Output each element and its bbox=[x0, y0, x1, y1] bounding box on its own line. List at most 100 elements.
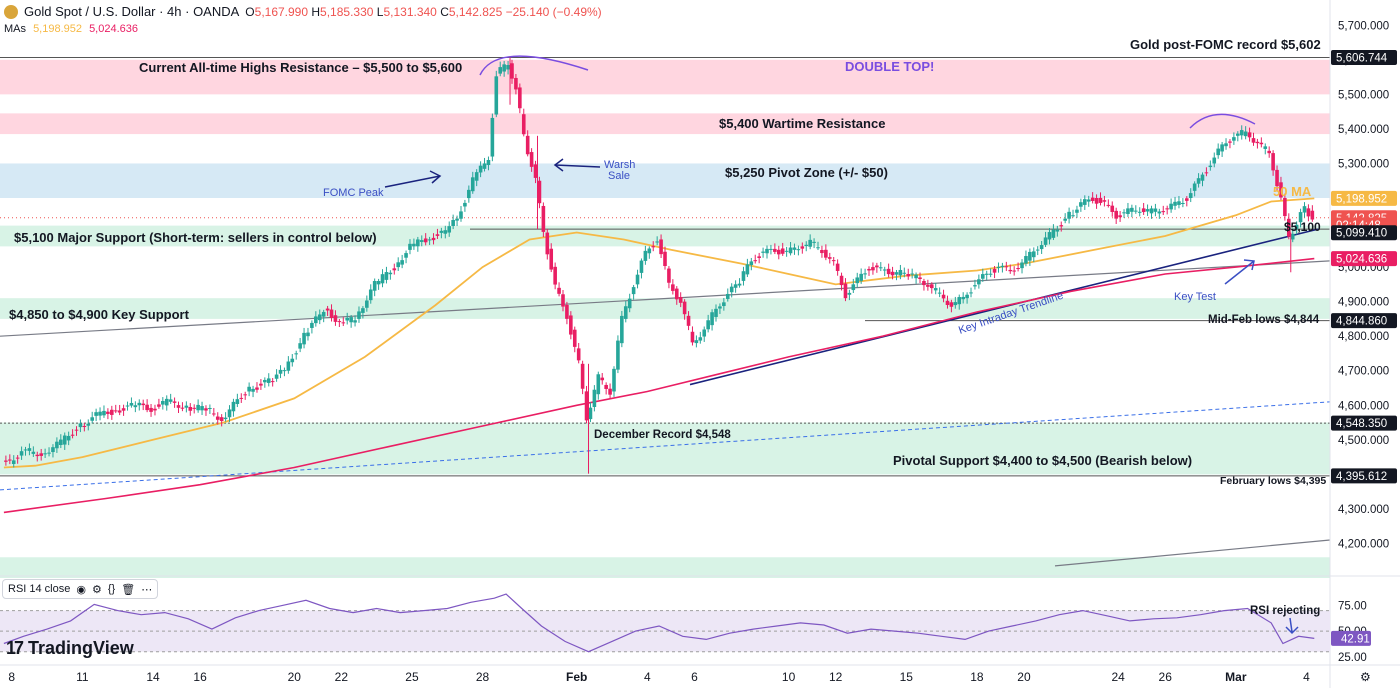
candle-body bbox=[1145, 209, 1150, 212]
candle-body bbox=[835, 263, 840, 271]
candle-body bbox=[627, 298, 632, 309]
candle-body bbox=[608, 388, 612, 395]
candle-body bbox=[98, 411, 102, 416]
candle-body bbox=[1055, 229, 1060, 232]
candles-group bbox=[4, 57, 1315, 474]
candle-body bbox=[1137, 211, 1142, 213]
tradingview-logo[interactable]: 17 TradingView bbox=[6, 638, 134, 659]
candle-body bbox=[1216, 148, 1220, 156]
candle-body bbox=[467, 189, 471, 199]
candle-body bbox=[1204, 172, 1209, 174]
candle-body bbox=[1212, 157, 1217, 164]
ma200-line bbox=[3, 257, 1315, 514]
candle-body bbox=[1192, 183, 1197, 191]
record-level-label: Gold post-FOMC record $5,602 bbox=[1130, 37, 1321, 52]
candle-body bbox=[117, 410, 122, 413]
date-tick-label: Feb bbox=[566, 670, 587, 684]
candle-body bbox=[1106, 204, 1111, 206]
candle-body bbox=[592, 389, 597, 408]
key-support-label: $4,850 to $4,900 Key Support bbox=[9, 307, 190, 322]
candle-body bbox=[894, 272, 899, 275]
candle-body bbox=[90, 417, 94, 421]
candle-body bbox=[482, 163, 487, 169]
candle-body bbox=[1063, 218, 1067, 221]
candle-body bbox=[1126, 208, 1130, 214]
price-label-badge bbox=[1331, 49, 1397, 65]
candle-body bbox=[1239, 130, 1244, 136]
candle-body bbox=[510, 63, 514, 79]
rsi-legend[interactable]: RSI 14 close ◉ ⚙ {} 🗑 ⋯ bbox=[2, 579, 159, 599]
price-label-text: 4,395.612 bbox=[1336, 471, 1387, 483]
symbol-title[interactable]: Gold Spot / U.S. Dollar · 4h · OANDA bbox=[24, 4, 240, 19]
candle-body bbox=[659, 239, 663, 255]
candle-body bbox=[141, 403, 146, 406]
candle-body bbox=[219, 417, 224, 422]
candle-body bbox=[773, 248, 777, 252]
date-tick-label: 12 bbox=[829, 670, 843, 684]
candle-body bbox=[529, 152, 534, 167]
candle-body bbox=[470, 177, 475, 192]
candle-body bbox=[910, 273, 914, 275]
candle-body bbox=[886, 268, 891, 275]
candle-body bbox=[27, 448, 32, 451]
candle-body bbox=[11, 460, 16, 464]
candle-body bbox=[729, 286, 734, 293]
candle-body bbox=[549, 248, 554, 270]
candle-body bbox=[808, 239, 812, 247]
candle-body bbox=[855, 277, 860, 284]
price-label-text: 5,198.952 bbox=[1336, 193, 1387, 205]
date-tick-label: 24 bbox=[1111, 670, 1125, 684]
candle-body bbox=[286, 361, 291, 371]
date-tick-label: 16 bbox=[193, 670, 207, 684]
eye-icon[interactable]: ◉ bbox=[76, 583, 86, 596]
gold-symbol-icon bbox=[4, 4, 18, 19]
candle-body bbox=[1247, 132, 1252, 138]
candle-body bbox=[953, 302, 958, 306]
candle-body bbox=[922, 281, 926, 286]
candle-body bbox=[463, 202, 467, 207]
candle-body bbox=[525, 135, 530, 155]
candle-body bbox=[918, 277, 922, 279]
candle-body bbox=[172, 401, 177, 403]
ma-legend[interactable]: MAs 5,198.952 5,024.636 bbox=[4, 23, 138, 35]
candle-body bbox=[180, 407, 185, 409]
settings-icon[interactable]: ⚙ bbox=[91, 583, 102, 596]
candle-body bbox=[215, 416, 220, 420]
sale-label: Sale bbox=[608, 170, 630, 182]
candle-body bbox=[749, 261, 754, 265]
candle-body bbox=[227, 409, 232, 418]
candle-body bbox=[486, 159, 491, 166]
candle-body bbox=[478, 165, 483, 173]
date-tick-label: 6 bbox=[691, 670, 698, 684]
candle-body bbox=[341, 322, 346, 324]
candle-body bbox=[733, 284, 738, 288]
price-label-text: 4,844.860 bbox=[1336, 316, 1387, 328]
rsi-label: RSI 14 close bbox=[8, 583, 71, 595]
trash-icon[interactable]: 🗑 bbox=[121, 583, 136, 596]
candle-body bbox=[906, 274, 911, 277]
candle-body bbox=[722, 302, 726, 307]
candle-body bbox=[1181, 202, 1185, 204]
candle-body bbox=[1283, 198, 1287, 217]
candle-body bbox=[1169, 203, 1173, 210]
candle-body bbox=[255, 387, 259, 390]
candle-body bbox=[620, 315, 624, 344]
major-support-label: $5,100 Major Support (Short-term: seller… bbox=[14, 230, 377, 245]
ma50-annotation: 50 MA bbox=[1273, 184, 1312, 199]
candle-body bbox=[820, 250, 824, 254]
date-tick-label: 15 bbox=[900, 670, 914, 684]
candle-body bbox=[439, 230, 444, 233]
candle-body bbox=[129, 402, 134, 406]
candle-body bbox=[298, 343, 302, 349]
candle-body bbox=[635, 274, 640, 285]
source-code-icon[interactable]: {} bbox=[107, 583, 116, 595]
pivot-zone-label: $5,250 Pivot Zone (+/- $50) bbox=[725, 165, 888, 180]
more-icon[interactable]: ⋯ bbox=[141, 583, 153, 596]
candle-body bbox=[1298, 212, 1303, 223]
candle-body bbox=[1236, 133, 1240, 136]
ma50-value: 5,198.952 bbox=[33, 23, 82, 35]
candle-body bbox=[761, 251, 765, 253]
candle-body bbox=[890, 271, 895, 276]
candle-body bbox=[827, 257, 832, 259]
